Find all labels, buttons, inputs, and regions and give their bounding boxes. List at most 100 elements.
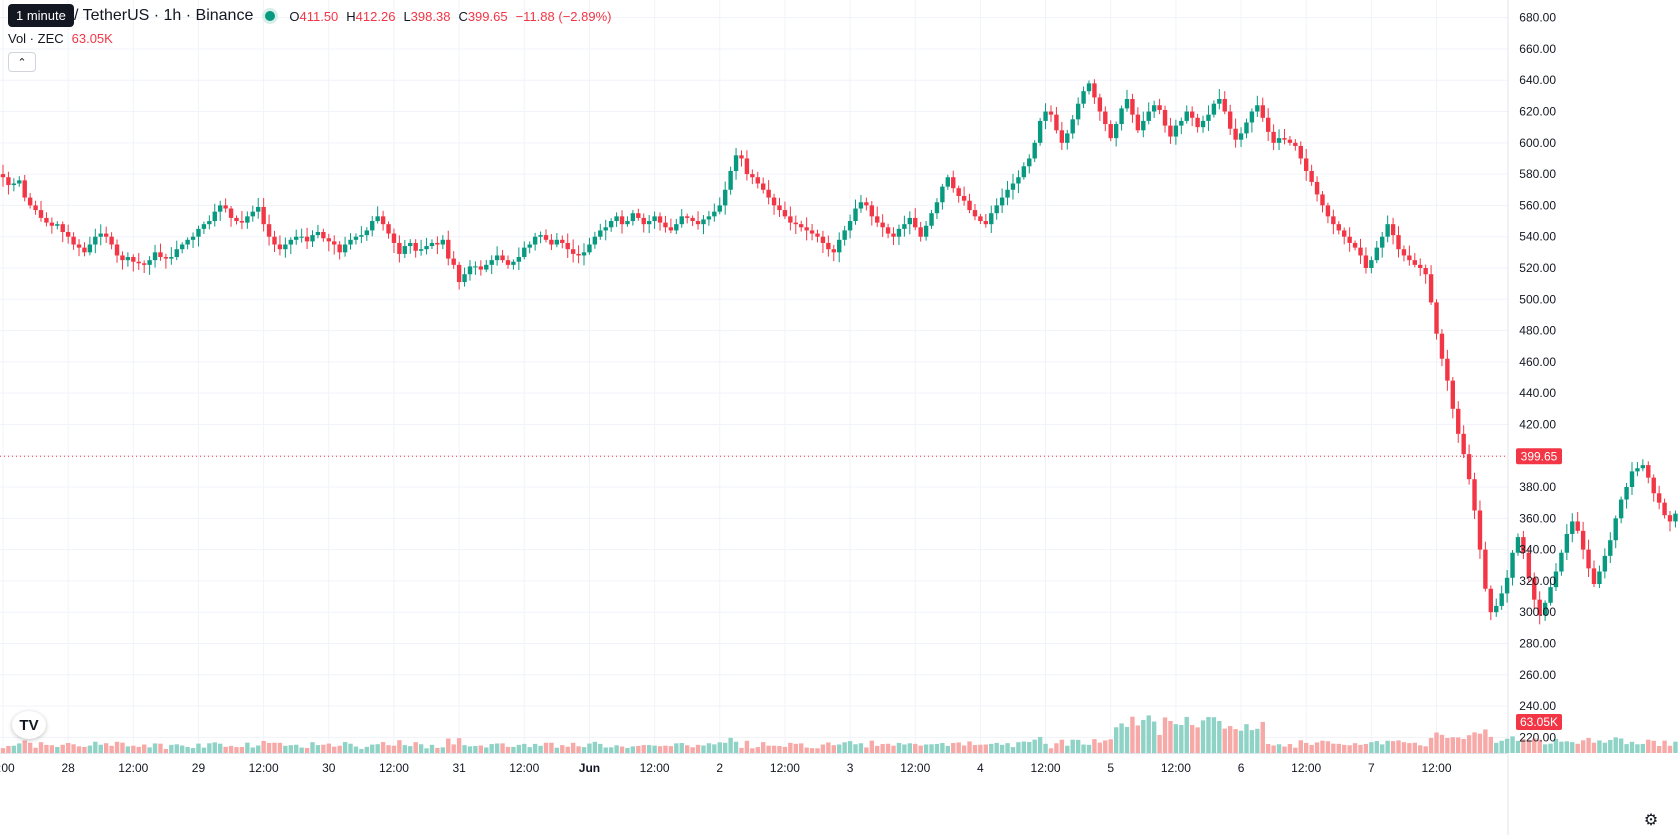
candle-body xyxy=(1580,530,1586,550)
volume-bar xyxy=(918,745,923,753)
candle-body xyxy=(1358,247,1363,256)
candle-body xyxy=(321,231,326,239)
candle-body xyxy=(1211,103,1217,115)
volume-bar xyxy=(684,745,690,753)
candle-body xyxy=(1456,408,1461,434)
volume-bar xyxy=(315,745,321,753)
gear-icon[interactable]: ⚙ xyxy=(1643,812,1659,829)
volume-bar xyxy=(880,744,885,753)
candle-body xyxy=(1135,114,1141,131)
volume-bar xyxy=(397,740,402,753)
volume-bar xyxy=(614,745,619,753)
candle-body xyxy=(1401,249,1407,256)
candle-body xyxy=(1656,493,1662,503)
volume-bar xyxy=(1456,737,1461,753)
candle-body xyxy=(1434,302,1439,334)
candle-body xyxy=(690,217,695,222)
volume-bar xyxy=(1037,736,1043,753)
candle-body xyxy=(1352,242,1358,248)
volume-bar xyxy=(1624,744,1629,753)
volume-bar xyxy=(989,743,994,753)
volume-bar xyxy=(1298,740,1303,753)
candle-body xyxy=(679,216,684,225)
volume-bar xyxy=(896,742,902,753)
candle-body xyxy=(847,221,853,231)
candle-body xyxy=(1325,205,1331,217)
volume-bar xyxy=(1233,729,1238,753)
volume-bar xyxy=(1113,727,1119,753)
volume-bar xyxy=(761,742,766,753)
candle-body xyxy=(413,242,418,251)
candle-body xyxy=(1293,142,1298,146)
volume-bar xyxy=(1162,717,1168,753)
time-tick-label: 12:00 xyxy=(770,761,800,775)
candle-body xyxy=(994,205,999,214)
volume-bar xyxy=(902,744,907,753)
price-tick-label: 680.00 xyxy=(1519,11,1556,25)
volume-bar xyxy=(1380,744,1385,753)
candle-body xyxy=(1369,260,1374,268)
volume-bar xyxy=(1494,742,1499,753)
candle-body xyxy=(1282,138,1287,140)
candle-body xyxy=(1347,236,1352,243)
volume-bar xyxy=(549,742,554,753)
candle-body xyxy=(1260,105,1265,118)
volume-bar xyxy=(310,742,315,753)
volume-bar xyxy=(929,744,934,753)
candle-body xyxy=(598,230,603,237)
volume-bar xyxy=(1179,724,1184,753)
time-tick-label: 28 xyxy=(61,761,75,775)
time-tick-label: 12:00 xyxy=(1291,761,1321,775)
candle-body xyxy=(999,197,1005,206)
volume-bar xyxy=(1434,732,1439,753)
volume-bar xyxy=(652,745,657,753)
candle-body xyxy=(315,231,321,236)
candle-body xyxy=(815,233,820,237)
last-volume-label: 63.05K xyxy=(1520,715,1558,729)
candle-body xyxy=(82,247,87,253)
volume-bar xyxy=(657,746,663,753)
volume-bar xyxy=(1086,744,1092,753)
candle-body xyxy=(804,227,809,231)
time-tick-label: 12:00 xyxy=(640,761,670,775)
candle-body xyxy=(1673,513,1678,522)
volume-bar xyxy=(706,743,712,753)
volume-bar xyxy=(1401,742,1407,753)
candle-body xyxy=(809,230,815,234)
volume-bar xyxy=(891,745,896,753)
volume-bar xyxy=(641,745,646,753)
candle-body xyxy=(636,213,641,218)
candle-body xyxy=(473,266,478,268)
volume-bar xyxy=(446,738,451,753)
candle-body xyxy=(304,236,310,242)
candle-body xyxy=(956,188,961,197)
volume-legend: Vol · ZEC 63.05K xyxy=(8,31,113,46)
symbol-title[interactable]: / TetherUS · 1h · Binance xyxy=(74,7,254,24)
collapse-button[interactable]: ⌃ xyxy=(8,52,36,72)
volume-bar xyxy=(885,743,891,753)
volume-bar xyxy=(1238,730,1244,753)
candle-body xyxy=(788,216,793,223)
volume-bar xyxy=(1005,743,1010,753)
candle-body xyxy=(1130,99,1135,115)
price-tick-label: 540.00 xyxy=(1519,230,1556,244)
candle-body xyxy=(913,217,918,228)
tradingview-logo[interactable]: TV xyxy=(12,711,46,739)
volume-bar xyxy=(435,747,440,753)
volume-bar xyxy=(1265,743,1271,753)
candle-body xyxy=(152,252,158,261)
candle-body xyxy=(1488,588,1494,613)
volume-bar xyxy=(913,743,918,753)
candle-body xyxy=(272,236,277,245)
candle-body xyxy=(728,170,733,190)
candle-body xyxy=(1233,128,1238,140)
volume-bar xyxy=(467,746,473,753)
candle-body xyxy=(1119,108,1124,125)
volume-bar xyxy=(6,745,11,753)
candle-body xyxy=(1342,230,1347,237)
candle-body xyxy=(1445,358,1450,381)
price-tick-label: 360.00 xyxy=(1519,511,1556,525)
volume-bar xyxy=(1108,739,1113,753)
